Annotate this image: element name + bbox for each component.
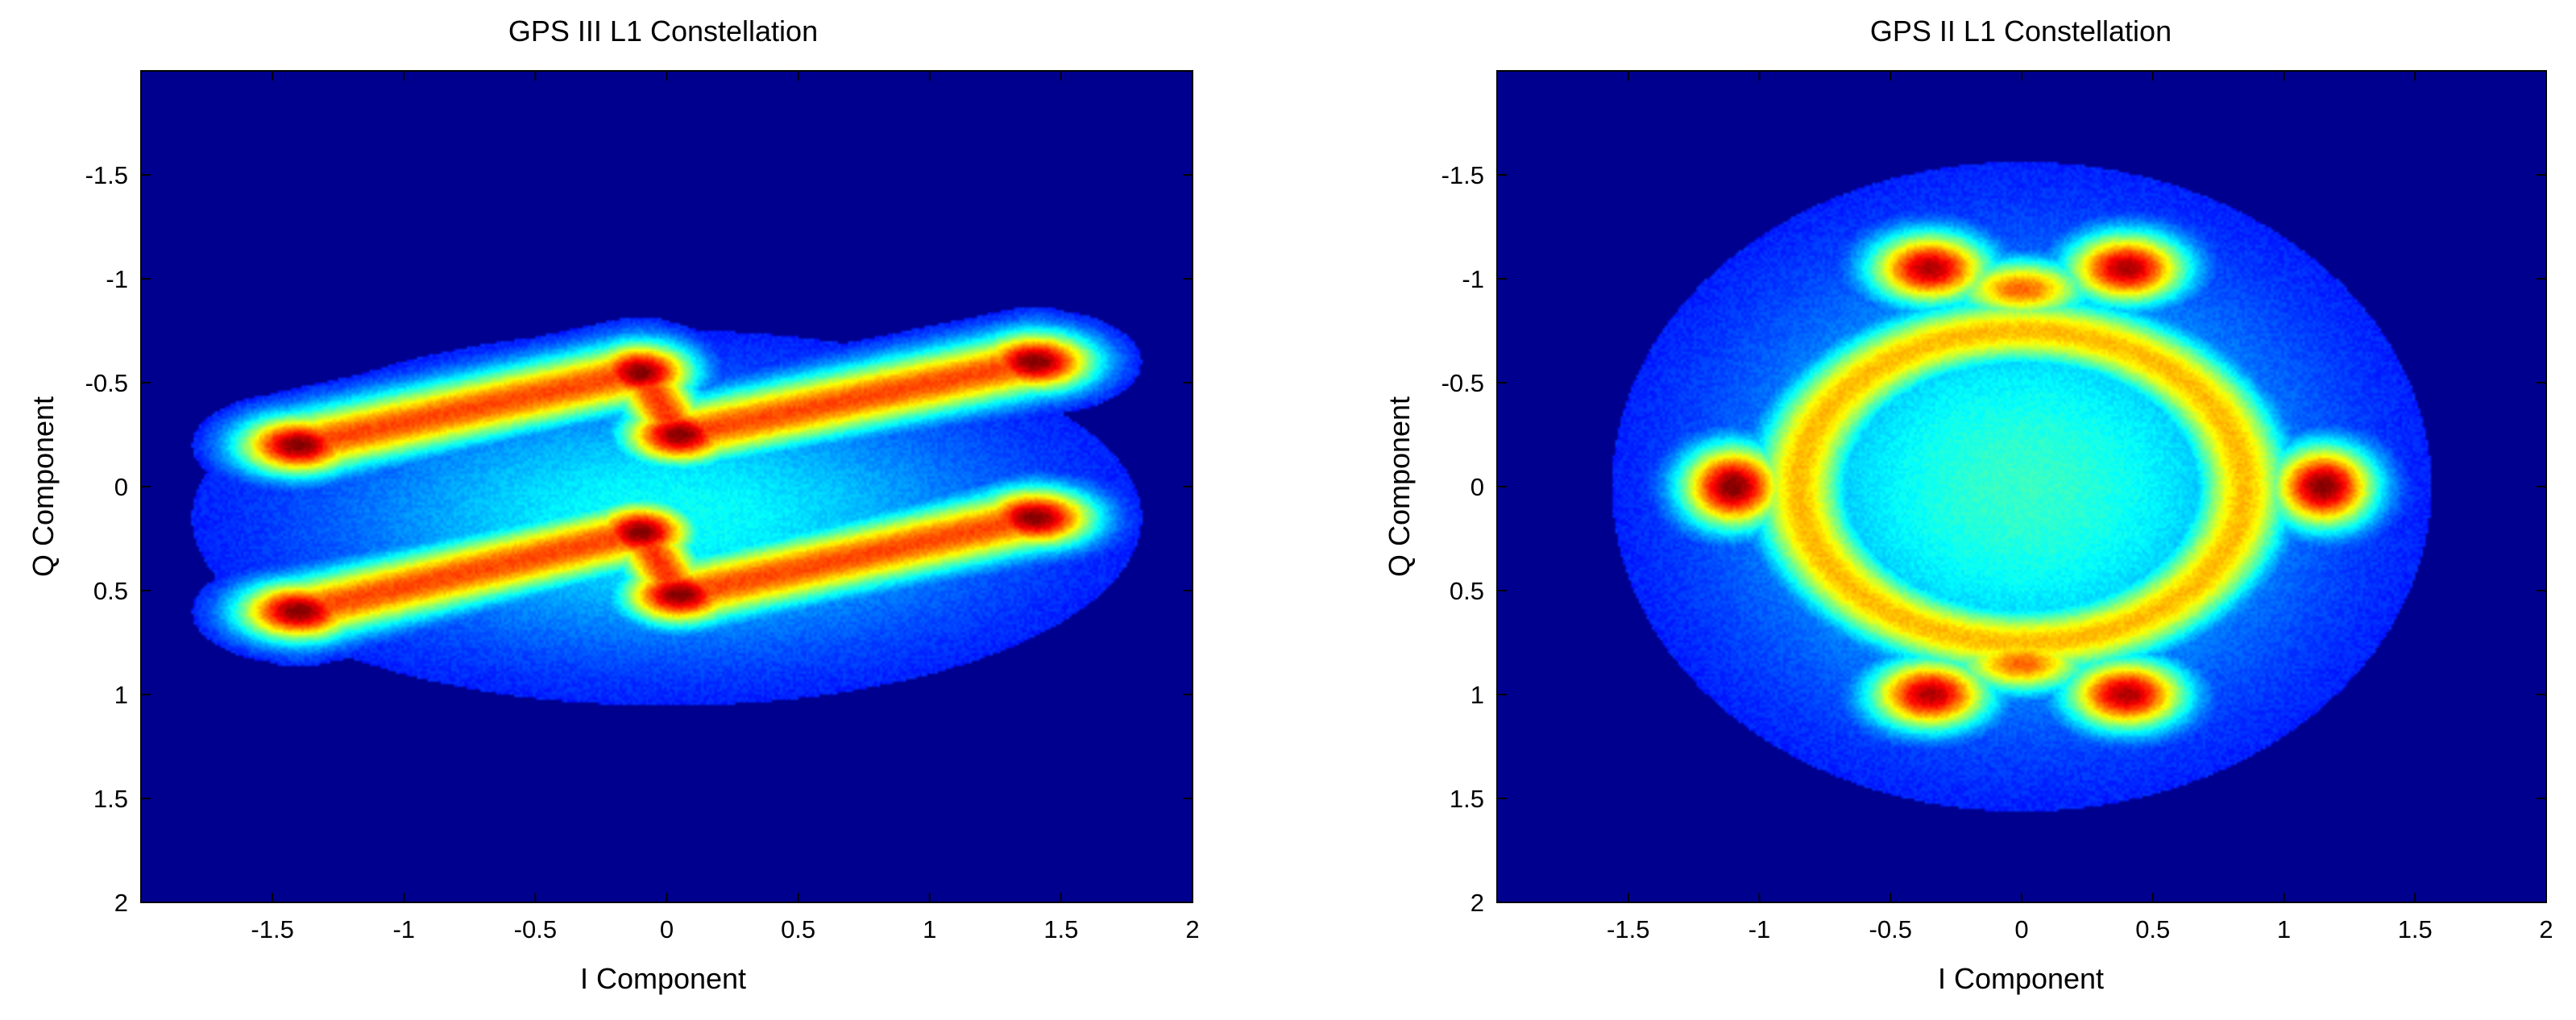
y-tick-label: 1	[114, 681, 128, 709]
x-tick-label: -0.5	[514, 915, 557, 943]
y-tick-label: 0.5	[1450, 577, 1484, 605]
x-tick-label: 1.5	[2398, 915, 2433, 943]
x-tick-label: 0	[2014, 915, 2028, 943]
y-axis-label: Q Component	[1383, 396, 1417, 577]
y-tick-label: 2	[1471, 889, 1484, 917]
x-tick-label: -1	[392, 915, 415, 943]
x-tick-label: 2	[1185, 915, 1199, 943]
y-tick-label: -1	[106, 265, 128, 293]
x-tick-label: 0.5	[781, 915, 815, 943]
y-tick-label: 1.5	[1450, 785, 1484, 813]
y-tick-label: -0.5	[85, 369, 128, 397]
chart-plot-gps-iii: -1.5 -1 -0.5 0 0.5 1 1.5 2 -1.5 -1 -0.5 0 0.5 1 1.5 2	[0, 0, 1288, 1020]
x-tick-label: 1	[2277, 915, 2291, 943]
x-axis-label: I Component	[1938, 962, 2104, 996]
y-tick-label: 0	[114, 473, 128, 501]
x-tick-label: 0.5	[2135, 915, 2170, 943]
y-tick-label: 2	[114, 889, 128, 917]
x-tick-label: -1.5	[1607, 915, 1649, 943]
y-tick-label: -1.5	[1441, 161, 1484, 189]
x-tick-label: -1.5	[251, 915, 293, 943]
y-axis-label: Q Component	[27, 396, 60, 577]
y-tick-label: 0	[1471, 473, 1484, 501]
y-tick-label: -1	[1462, 265, 1484, 293]
density-heatmap	[1497, 71, 2546, 902]
y-tick-label: 0.5	[93, 577, 128, 605]
y-tick-label: 1	[1471, 681, 1484, 709]
y-tick-label: -1.5	[85, 161, 128, 189]
x-tick-label: 0	[660, 915, 674, 943]
x-tick-label: 1.5	[1043, 915, 1078, 943]
y-tick-label: -0.5	[1441, 369, 1484, 397]
x-axis-label: I Component	[580, 962, 746, 996]
chart-plot-gps-ii: -1.5 -1 -0.5 0 0.5 1 1.5 2 -1.5 -1 -0.5 0 0.5 1 1.5 2	[1288, 0, 2576, 1020]
density-heatmap	[141, 71, 1193, 902]
x-tick-label: -1	[1748, 915, 1771, 943]
x-tick-label: -0.5	[1869, 915, 1912, 943]
x-tick-label: 2	[2539, 915, 2553, 943]
x-tick-label: 1	[923, 915, 936, 943]
y-tick-label: 1.5	[93, 785, 128, 813]
